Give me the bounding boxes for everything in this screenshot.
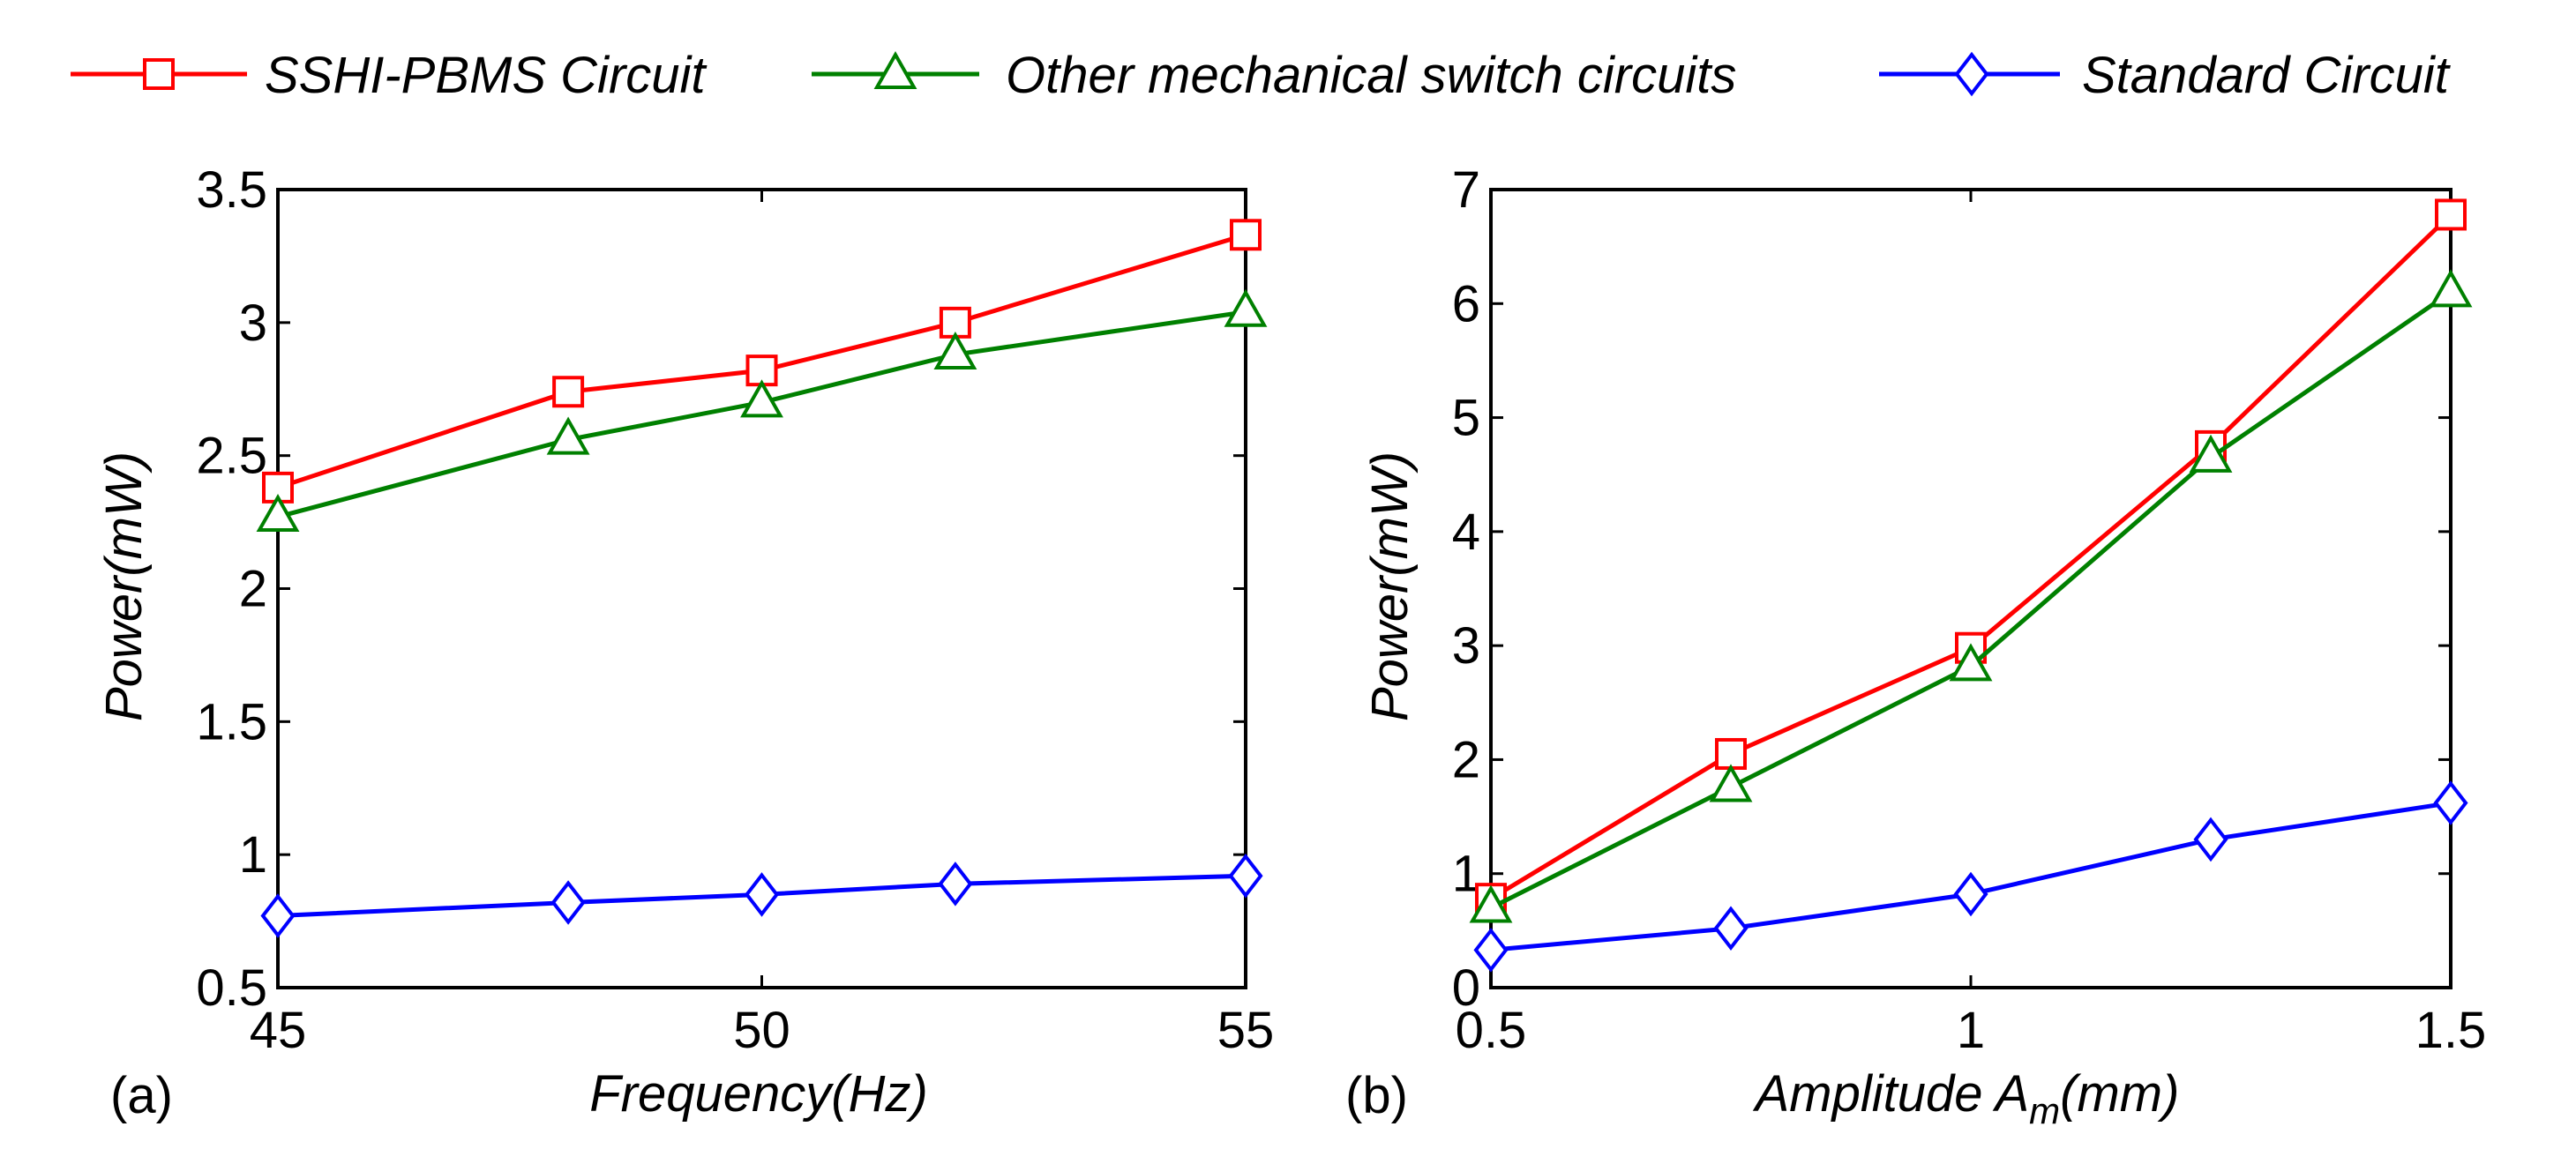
series-b <box>1469 198 2473 973</box>
x-tick-label: 0.5 <box>1456 1002 1527 1059</box>
y-tick-label: 5 <box>1452 390 1480 447</box>
data-point-other-b <box>2189 434 2233 473</box>
x-axis-title-a: Frequency(Hz) <box>589 1065 928 1123</box>
series-line-sshi-b <box>1489 213 2452 901</box>
data-point-sshi-a <box>552 376 585 408</box>
data-point-sshi-b <box>2435 198 2467 231</box>
data-point-other-b <box>1949 643 1993 682</box>
data-point-other-a <box>1224 288 1268 327</box>
legend-label-standard: Standard Circuit <box>2082 47 2452 104</box>
ticks-a: 0.5 1 1.5 2 2.5 3 3.5 45 50 55 <box>196 161 1274 1059</box>
data-point-standard-b <box>2193 817 2228 862</box>
data-point-other-a <box>546 416 590 455</box>
legend-marker-square <box>143 58 175 90</box>
data-point-standard-a <box>1228 854 1263 899</box>
y-tick-label: 2 <box>1452 731 1480 788</box>
legend-marker-square <box>143 58 175 90</box>
panel-label-a: (a) <box>110 1067 173 1124</box>
y-tick-label: 3 <box>1452 617 1480 675</box>
data-point-other-a <box>256 493 300 533</box>
data-point-standard-a <box>938 862 973 907</box>
data-point-standard-b <box>1713 906 1749 951</box>
y-tick-label: 6 <box>1452 275 1480 332</box>
data-point-other-b <box>2429 269 2473 308</box>
panel-label-b: (b) <box>1345 1067 1408 1124</box>
y-tick-label: 2.5 <box>196 428 267 485</box>
legend-label-sshi: SSHI-PBMS Circuit <box>265 47 708 104</box>
legend-label-other: Other mechanical switch circuits <box>1006 47 1736 104</box>
y-axis-title-b: Power(mW) <box>1361 451 1419 721</box>
data-point-standard-b <box>1473 928 1509 973</box>
x-axis-title-b: Amplitude Am(mm) <box>1753 1065 2180 1131</box>
y-tick-label: 3 <box>239 295 267 352</box>
plot-area-a <box>276 188 1247 989</box>
x-axis-title-b-suffix: (mm) <box>2060 1065 2179 1123</box>
plot-area-b <box>1489 188 2452 989</box>
y-tick-label: 2 <box>239 561 267 618</box>
y-tick-label: 1 <box>239 826 267 884</box>
y-axis-title-a: Power(mW) <box>95 451 153 721</box>
legend-marker-triangle <box>873 50 917 89</box>
data-point-other-a <box>740 379 783 418</box>
data-point-standard-a <box>260 893 296 938</box>
y-tick-label: 0 <box>1452 959 1480 1017</box>
x-tick-label: 1 <box>1957 1002 1985 1059</box>
x-tick-label: 1.5 <box>2415 1002 2487 1059</box>
data-point-standard-b <box>1953 871 1988 917</box>
data-point-other-a <box>933 331 977 370</box>
legend-marker-diamond <box>1954 51 1989 97</box>
legend-marker-triangle <box>873 50 917 89</box>
y-tick-label: 4 <box>1452 504 1480 561</box>
y-tick-label: 3.5 <box>196 161 267 219</box>
data-point-standard-b <box>2433 780 2468 825</box>
x-tick-label: 55 <box>1217 1002 1275 1059</box>
y-tick-label: 7 <box>1452 161 1480 219</box>
x-axis-title-b-main: Amplitude A <box>1753 1065 2030 1123</box>
y-tick-label: 0.5 <box>196 959 267 1017</box>
data-point-sshi-a <box>1230 219 1262 251</box>
legend-marker-diamond <box>1954 51 1989 97</box>
x-axis-title-b-subscript: m <box>2029 1090 2060 1131</box>
data-point-standard-a <box>744 872 780 917</box>
x-tick-label: 45 <box>250 1002 307 1059</box>
data-point-other-b <box>1469 884 1513 923</box>
data-point-other-b <box>1709 764 1753 802</box>
data-point-standard-a <box>550 880 586 925</box>
data-point-sshi-b <box>1715 737 1747 770</box>
y-tick-label: 1.5 <box>196 693 267 750</box>
series-a <box>256 219 1268 938</box>
x-tick-label: 50 <box>733 1002 790 1059</box>
chart-panel-a: 0.5 1 1.5 2 2.5 3 3.5 45 50 55 Frequency(Hz) Powe… <box>95 161 1274 1124</box>
legend: SSHI-PBMS Circuit Other mechanical switc… <box>71 47 2452 104</box>
series-line-other-b <box>1489 290 2452 910</box>
